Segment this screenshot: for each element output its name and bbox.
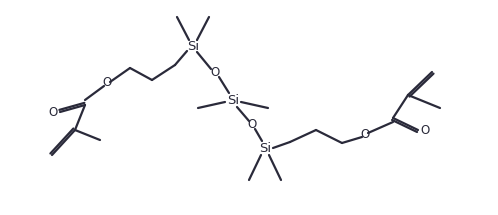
Text: Si: Si xyxy=(187,40,199,54)
Text: Si: Si xyxy=(259,141,271,155)
Text: O: O xyxy=(48,106,58,118)
Text: O: O xyxy=(361,129,370,141)
Text: Si: Si xyxy=(227,94,239,106)
Text: O: O xyxy=(248,118,256,132)
Text: O: O xyxy=(420,123,430,137)
Text: O: O xyxy=(103,75,112,89)
Text: O: O xyxy=(210,66,220,80)
